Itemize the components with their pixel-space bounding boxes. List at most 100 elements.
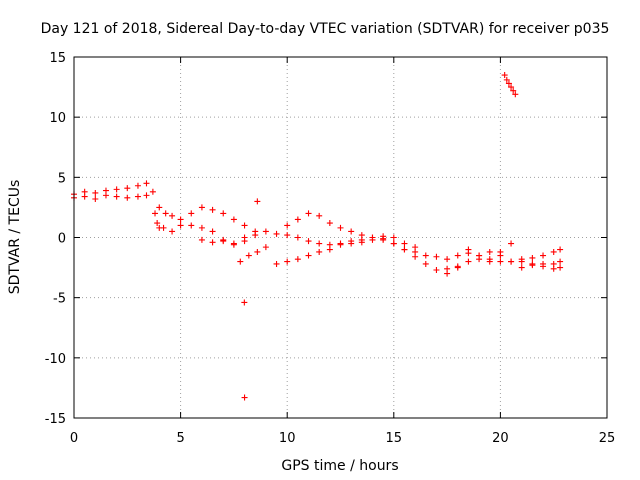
data-point bbox=[557, 264, 564, 271]
data-point bbox=[241, 238, 248, 245]
data-point bbox=[237, 258, 244, 265]
data-point bbox=[486, 248, 493, 255]
series-track-g bbox=[444, 248, 564, 277]
data-point bbox=[501, 72, 508, 79]
data-point bbox=[294, 256, 301, 263]
x-tick-label: 20 bbox=[492, 431, 509, 446]
data-point bbox=[358, 232, 365, 239]
data-point bbox=[497, 258, 504, 265]
x-tick-labels: 0 5 10 15 20 25 bbox=[70, 431, 615, 446]
data-point bbox=[401, 246, 408, 253]
series-outliers bbox=[154, 198, 261, 401]
data-point bbox=[241, 394, 248, 401]
y-axis-label: SDTVAR / TECUs bbox=[7, 180, 23, 295]
data-point bbox=[284, 232, 291, 239]
data-point bbox=[273, 230, 280, 237]
data-point bbox=[220, 210, 227, 217]
y-tick-label: -15 bbox=[45, 412, 66, 427]
data-point bbox=[444, 256, 451, 263]
data-point bbox=[557, 246, 564, 253]
data-point bbox=[486, 258, 493, 265]
data-point bbox=[162, 210, 169, 217]
data-point bbox=[540, 263, 547, 270]
data-point bbox=[245, 252, 252, 259]
data-point bbox=[294, 216, 301, 223]
data-point bbox=[433, 253, 440, 260]
data-point bbox=[529, 254, 536, 261]
data-point bbox=[380, 236, 387, 243]
data-point bbox=[241, 222, 248, 229]
data-point bbox=[273, 260, 280, 267]
data-point bbox=[369, 234, 376, 241]
data-point bbox=[390, 234, 397, 241]
data-point bbox=[156, 204, 163, 211]
data-point bbox=[220, 238, 227, 245]
data-point bbox=[550, 265, 557, 272]
data-point bbox=[305, 210, 312, 217]
x-tick-label: 10 bbox=[279, 431, 296, 446]
data-point bbox=[390, 240, 397, 247]
data-point bbox=[503, 76, 510, 83]
data-point bbox=[154, 220, 161, 227]
data-point bbox=[294, 234, 301, 241]
data-point bbox=[209, 239, 216, 246]
data-point bbox=[188, 222, 195, 229]
series-track-d bbox=[237, 234, 419, 267]
data-point bbox=[454, 252, 461, 259]
data-point bbox=[401, 240, 408, 247]
data-point bbox=[92, 189, 99, 196]
data-point bbox=[152, 210, 159, 217]
data-point bbox=[209, 206, 216, 213]
plot-frame bbox=[73, 56, 608, 419]
x-tick-label: 0 bbox=[70, 431, 78, 446]
x-tick-label: 25 bbox=[599, 431, 616, 446]
data-point bbox=[337, 224, 344, 231]
data-point bbox=[177, 216, 184, 223]
y-tick-label: 5 bbox=[58, 171, 66, 186]
data-point bbox=[284, 258, 291, 265]
data-point bbox=[476, 252, 483, 259]
data-point bbox=[454, 264, 461, 271]
data-point bbox=[252, 232, 259, 239]
series-track-b bbox=[71, 192, 259, 247]
data-point bbox=[316, 248, 323, 255]
data-point bbox=[124, 194, 131, 201]
data-point bbox=[316, 212, 323, 219]
data-point bbox=[348, 240, 355, 247]
data-point bbox=[113, 193, 120, 200]
data-point bbox=[81, 193, 88, 200]
data-point bbox=[465, 258, 472, 265]
data-point bbox=[444, 270, 451, 277]
chart-title: Day 121 of 2018, Sidereal Day-to-day VTE… bbox=[41, 21, 610, 37]
x-tick-label: 15 bbox=[386, 431, 403, 446]
y-tick-label: 0 bbox=[58, 232, 66, 247]
data-point bbox=[177, 222, 184, 229]
data-point bbox=[209, 228, 216, 235]
data-point bbox=[540, 252, 547, 259]
y-tick-label: -10 bbox=[45, 352, 66, 367]
data-point bbox=[508, 84, 515, 91]
data-point bbox=[326, 246, 333, 253]
data-point bbox=[254, 248, 261, 255]
data-point bbox=[348, 228, 355, 235]
data-point bbox=[156, 224, 163, 231]
data-point bbox=[422, 252, 429, 259]
data-point bbox=[198, 224, 205, 231]
data-point bbox=[518, 258, 525, 265]
y-tick-labels: 15 10 5 0 -5 -10 -15 bbox=[45, 51, 66, 427]
data-point bbox=[284, 222, 291, 229]
data-point bbox=[198, 204, 205, 211]
data-point bbox=[254, 198, 261, 205]
x-tick-label: 5 bbox=[176, 431, 184, 446]
data-point bbox=[529, 260, 536, 267]
data-point bbox=[412, 253, 419, 260]
data-point bbox=[316, 240, 323, 247]
data-point bbox=[188, 210, 195, 217]
data-point bbox=[512, 91, 519, 98]
series-track-c bbox=[198, 228, 397, 248]
data-point bbox=[337, 241, 344, 248]
data-point bbox=[241, 299, 248, 306]
data-point bbox=[198, 236, 205, 243]
data-point bbox=[230, 216, 237, 223]
